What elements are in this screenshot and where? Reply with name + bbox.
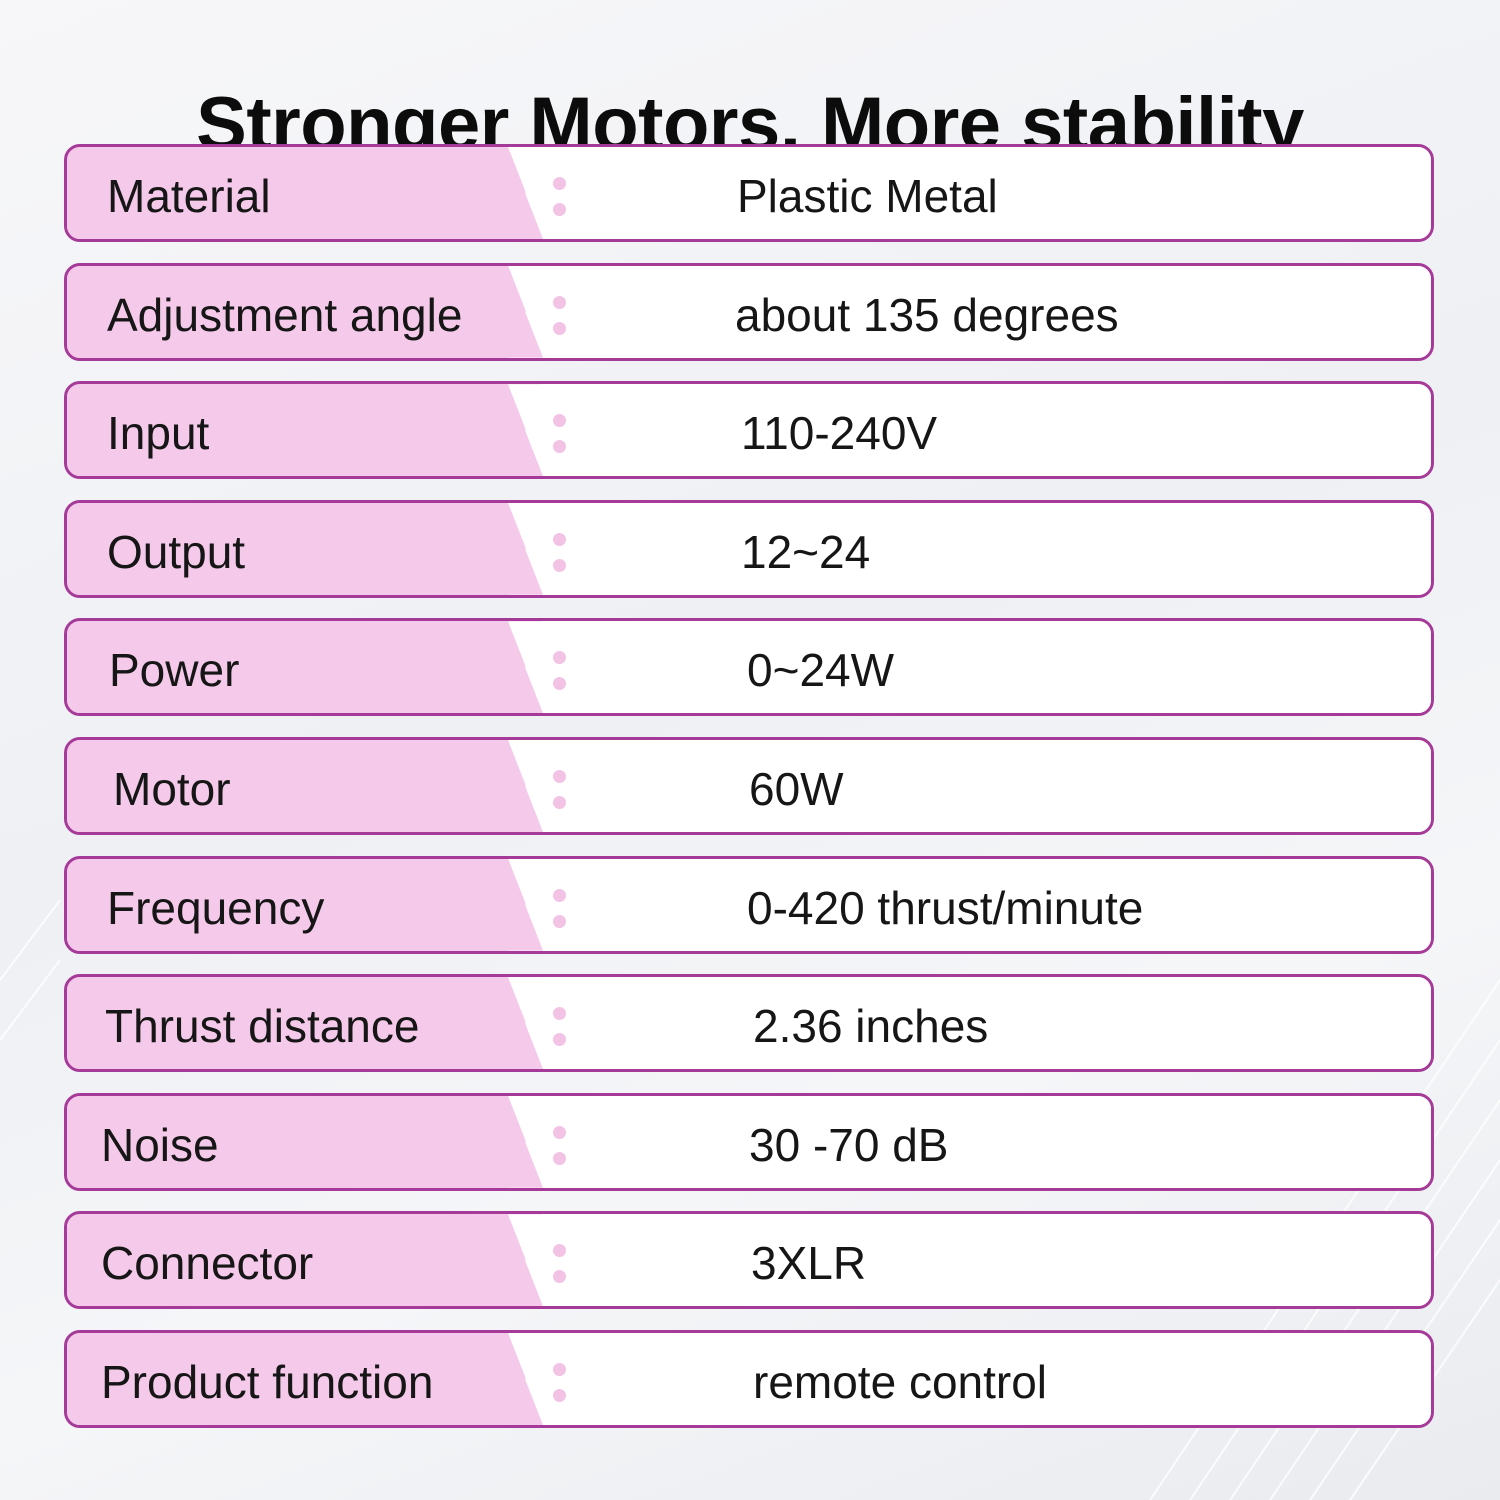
spec-row-thrust-distance: Thrust distance 2.36 inches [64,974,1434,1073]
spec-label: Frequency [107,881,325,934]
spec-value: remote control [753,1355,1048,1408]
spec-value: 60W [749,762,844,815]
spec-label: Product function [101,1355,434,1408]
spec-label: Motor [113,762,231,815]
spec-value: 110-240V [741,407,938,460]
spec-row-product-function: Product function remote control [64,1329,1434,1428]
spec-value: 12~24 [741,525,871,578]
spec-row-output: Output 12~24 [64,499,1434,598]
colon-separator [553,1005,567,1047]
spec-table: Material Plastic Metal Adjustment angle … [64,144,1434,1449]
spec-value: 3XLR [751,1237,867,1290]
spec-value: 2.36 inches [753,1000,989,1053]
colon-separator [553,768,567,809]
spec-label: Adjustment angle [107,288,463,341]
spec-row-power: Power 0~24W [64,618,1434,717]
colon-separator [553,887,567,928]
spec-row-material: Material Plastic Metal [64,144,1434,242]
spec-label: Noise [101,1118,219,1171]
spec-label: Material [107,170,271,222]
colon-separator [553,649,567,691]
spec-value: 30 -70 dB [749,1118,949,1171]
colon-separator [553,1361,567,1402]
colon-separator [553,412,567,454]
spec-row-adjustment-angle: Adjustment angle about 135 degrees [64,262,1434,361]
spec-row-frequency: Frequency 0-420 thrust/minute [64,855,1434,954]
spec-label: Output [107,525,246,578]
colon-separator [553,1242,567,1284]
spec-label: Connector [101,1237,314,1290]
colon-separator [553,1124,567,1165]
spec-row-motor: Motor 60W [64,736,1434,835]
spec-value: 0-420 thrust/minute [747,881,1144,934]
spec-label: Power [109,644,240,697]
spec-label: Thrust distance [105,1000,420,1053]
spec-value: Plastic Metal [737,170,998,222]
spec-row-connector: Connector 3XLR [64,1211,1434,1310]
spec-label: Input [107,407,210,460]
spec-row-input: Input 110-240V [64,381,1434,480]
spec-row-noise: Noise 30 -70 dB [64,1092,1434,1191]
spec-value: about 135 degrees [735,288,1119,341]
spec-value: 0~24W [747,644,895,697]
colon-separator [553,294,567,335]
colon-separator [553,175,567,216]
colon-separator [553,531,567,572]
